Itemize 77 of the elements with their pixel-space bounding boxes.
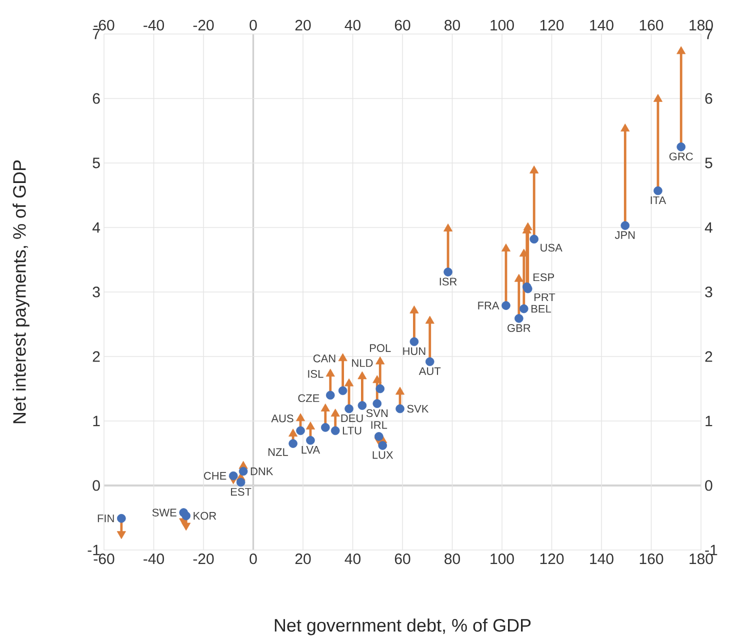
annotation: EST [231, 488, 252, 496]
y-tick-label: 1 [93, 416, 100, 426]
x-tick-label: 20 [295, 554, 311, 564]
x2-tick-label: 60 [394, 20, 410, 30]
x-tick-label: -20 [193, 554, 214, 564]
annotation: AUT [418, 367, 441, 376]
x2-tick-label: 20 [295, 20, 311, 30]
annotation: JPN [614, 231, 635, 239]
annotation: SVN [366, 409, 388, 418]
annotation: PRT [534, 293, 556, 302]
x2-tick-label: -40 [144, 20, 164, 30]
annotation: ESP [533, 273, 554, 282]
x-tick-label: -60 [94, 554, 114, 564]
annotation: LTU [342, 426, 362, 435]
annotation: GBR [508, 324, 530, 332]
x-tick-label: 40 [344, 554, 360, 564]
y2-tick-label: 4 [704, 222, 712, 233]
annotation: CAN [313, 354, 336, 362]
y-tick-label: 0 [92, 480, 100, 491]
x2-tick-label: 80 [444, 20, 460, 30]
y2-tick-label: 5 [705, 158, 712, 168]
annotation: KOR [194, 512, 216, 520]
x-tick-label: 100 [490, 554, 514, 564]
y2-tick-label: 0 [705, 480, 712, 491]
y-tick-label: 5 [92, 158, 100, 168]
x-tick-label: 180 [690, 554, 713, 564]
y-tick-label: 3 [92, 286, 100, 298]
annotation: DEU [341, 414, 363, 422]
annotation: LVA [302, 446, 320, 454]
annotation: POL [370, 344, 391, 352]
x2-tick-label: -20 [193, 20, 214, 30]
y2-tick-label: 1 [706, 416, 712, 426]
annotation: GRC [669, 152, 693, 160]
x2-tick-label: 120 [540, 20, 564, 30]
x-tick-label: 140 [590, 554, 614, 564]
x2-tick-label: 100 [490, 20, 514, 30]
x2-tick-label: 160 [640, 20, 664, 30]
annotation: ISR [440, 278, 457, 286]
x2-tick-label: 40 [344, 20, 360, 30]
annotation: AUS [271, 414, 294, 422]
x2-tick-label: 180 [690, 20, 713, 30]
annotation: NLD [352, 359, 373, 367]
annotation: ISL [308, 370, 324, 378]
annotation: FIN [98, 514, 114, 522]
annotation: LUX [372, 451, 394, 459]
annotation: HUN [403, 347, 426, 356]
x-tick-label: 80 [444, 554, 460, 564]
y2-tick-label: 2 [705, 351, 712, 362]
x2-tick-label: 0 [250, 20, 257, 30]
y-tick-label: 6 [92, 93, 100, 104]
y-tick-label: 2 [92, 351, 100, 362]
annotation: CHE [204, 472, 226, 480]
annotation: ITA [650, 196, 666, 204]
annotation: SWE [152, 508, 176, 516]
x-axis-title: Net government debt, % of GDP [274, 618, 531, 636]
annotation: DNK [250, 468, 274, 476]
x2-tick-label: 140 [590, 20, 614, 30]
annotation: IRL [371, 421, 388, 429]
y2-tick-label: -1 [705, 544, 718, 556]
annotation: FRA [478, 302, 500, 310]
x-tick-label: 160 [640, 554, 664, 564]
annotation: SVK [407, 404, 429, 413]
y-tick-label: 4 [92, 222, 100, 233]
annotation: BEL [532, 304, 552, 313]
y-tick-label: 7 [92, 28, 100, 40]
x2-tick-label: -60 [94, 20, 114, 30]
y-tick-label: -1 [88, 544, 100, 556]
x-tick-label: 60 [394, 554, 410, 564]
y-axis-title: Net interest payments, % of GDP [12, 160, 30, 424]
y2-tick-label: 3 [705, 286, 712, 298]
x-tick-label: 120 [540, 554, 564, 564]
annotation: NZL [268, 448, 288, 456]
annotation: USA [540, 244, 562, 252]
y2-tick-label: 6 [705, 93, 712, 104]
annotation: CZE [298, 394, 320, 402]
x-tick-label: 0 [250, 554, 257, 564]
x-tick-label: -40 [144, 554, 164, 564]
